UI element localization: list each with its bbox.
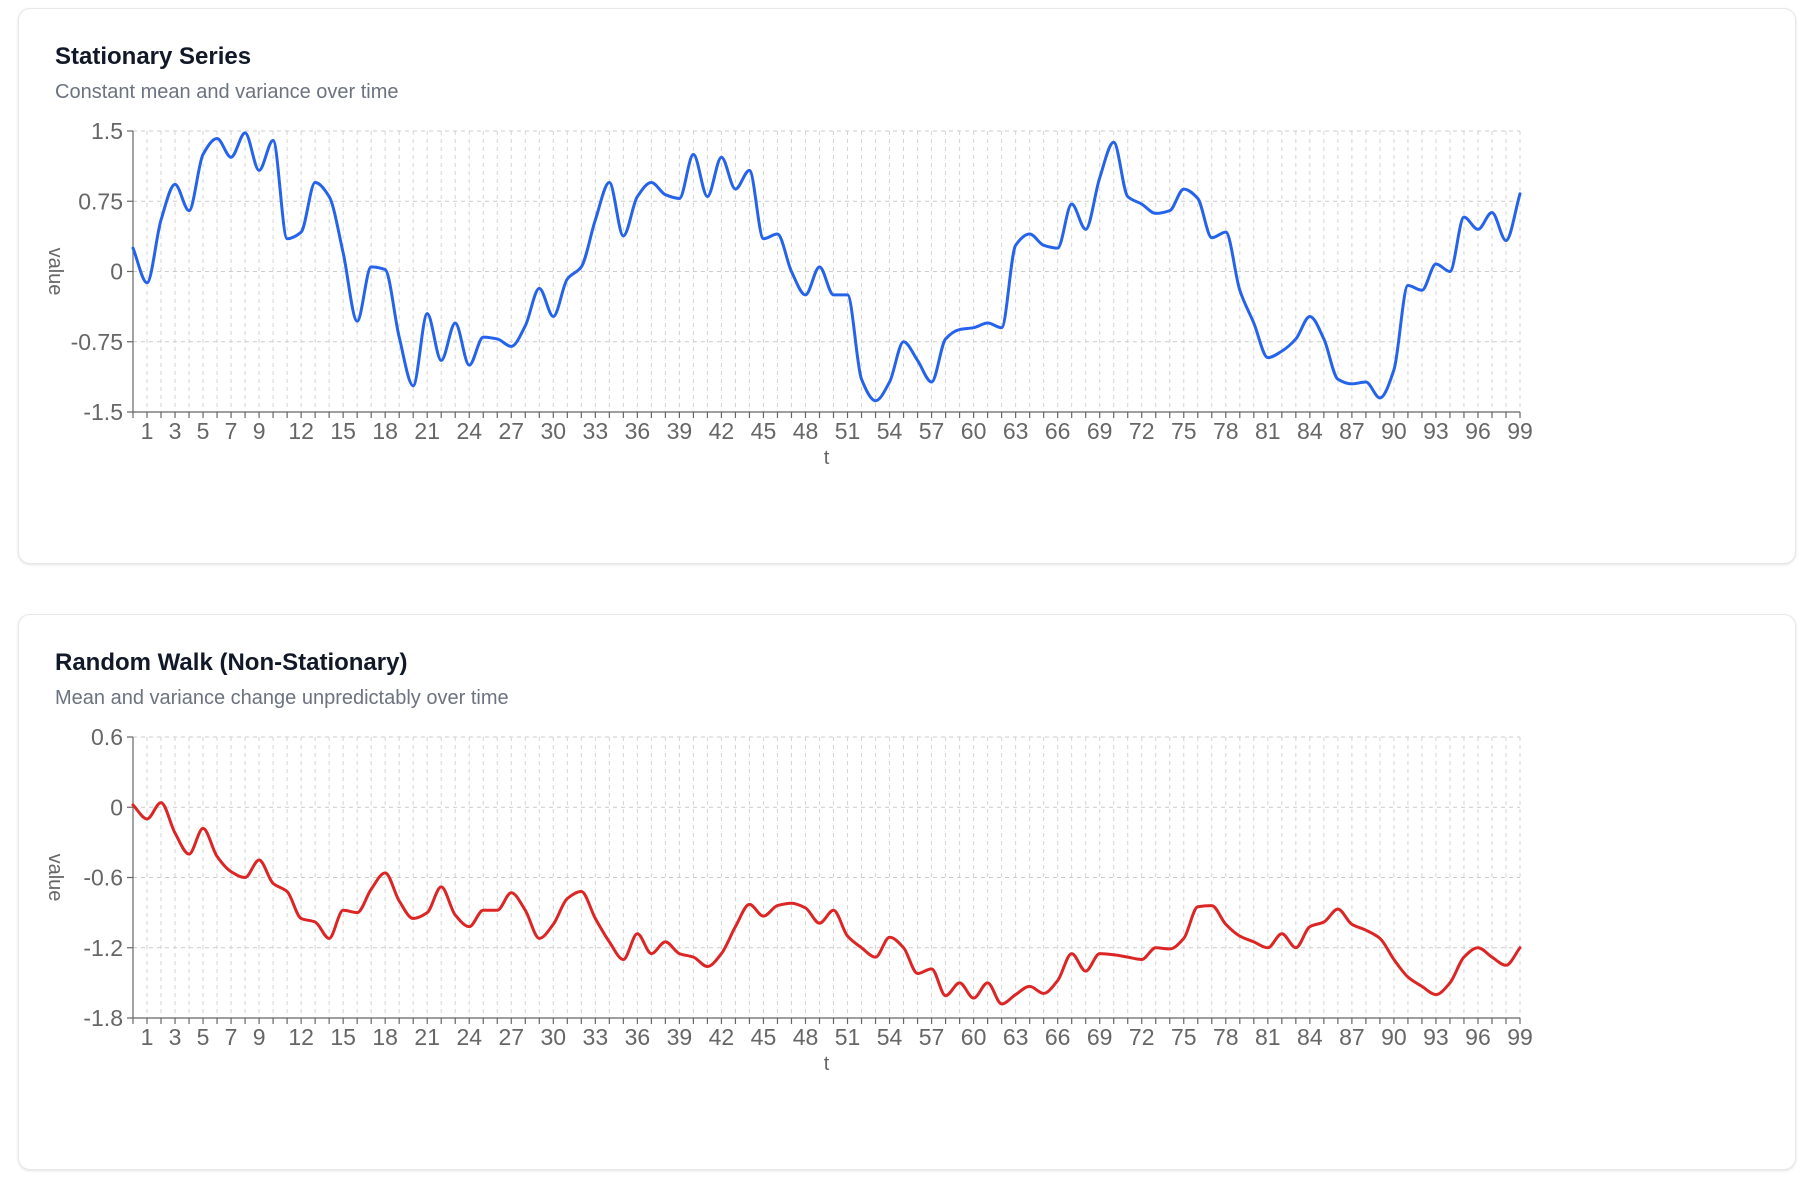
x-axis-title: t (824, 447, 830, 469)
y-tick-label: 0.6 (91, 724, 123, 750)
x-tick-label: 27 (498, 1024, 524, 1050)
y-tick-label: 1.5 (91, 118, 123, 144)
x-tick-label: 93 (1423, 418, 1449, 444)
x-tick-label: 30 (541, 418, 567, 444)
x-tick-label: 42 (709, 1024, 735, 1050)
x-tick-label: 93 (1423, 1024, 1449, 1050)
x-tick-label: 45 (751, 418, 777, 444)
x-tick-label: 99 (1507, 418, 1533, 444)
x-tick-label: 72 (1129, 1024, 1155, 1050)
x-tick-label: 60 (961, 1024, 987, 1050)
card-subtitle: Constant mean and variance over time (55, 81, 399, 103)
x-tick-label: 18 (372, 1024, 398, 1050)
x-tick-label: 96 (1465, 1024, 1491, 1050)
x-tick-label: 18 (372, 418, 398, 444)
y-axis-title: value (44, 248, 66, 296)
y-tick-label: -1.8 (83, 1005, 123, 1031)
x-tick-label: 69 (1087, 418, 1113, 444)
y-tick-label: -1.5 (83, 399, 123, 425)
x-tick-label: 78 (1213, 418, 1239, 444)
x-axis-title: t (824, 1053, 830, 1075)
card-title: Stationary Series (55, 43, 252, 70)
x-tick-label: 51 (835, 418, 861, 444)
x-tick-label: 63 (1003, 1024, 1029, 1050)
x-tick-label: 15 (330, 1024, 356, 1050)
x-tick-label: 57 (919, 418, 945, 444)
grid-lines (132, 736, 1521, 1019)
x-tick-label: 5 (197, 1024, 210, 1050)
stationary-series-card: Stationary Series Constant mean and vari… (18, 8, 1796, 564)
x-tick-label: 7 (225, 1024, 238, 1050)
x-tick-label: 66 (1045, 1024, 1071, 1050)
x-tick-label: 30 (541, 1024, 567, 1050)
x-tick-label: 54 (877, 1024, 903, 1050)
x-tick-label: 3 (169, 1024, 182, 1050)
x-tick-label: 21 (414, 418, 440, 444)
y-axis-title: value (44, 854, 66, 902)
x-tick-label: 60 (961, 418, 987, 444)
x-tick-label: 81 (1255, 418, 1281, 444)
x-tick-label: 87 (1339, 1024, 1365, 1050)
x-tick-label: 51 (835, 1024, 861, 1050)
series-line (131, 131, 1522, 403)
y-tick-label: -0.75 (71, 329, 123, 355)
x-tick-label: 78 (1213, 1024, 1239, 1050)
x-tick-label: 90 (1381, 418, 1407, 444)
x-tick-label: 24 (456, 1024, 482, 1050)
x-tick-label: 15 (330, 418, 356, 444)
x-tick-label: 9 (253, 1024, 266, 1050)
card-title: Random Walk (Non-Stationary) (55, 649, 408, 676)
stationary-line-chart: 1.50.750-0.75-1.51 3 5 7 9 12 15 18 21 24 27 30 33 36… (44, 118, 1533, 469)
random-walk-line-chart: 0.60-0.6-1.2-1.81 3 5 7 9 12 15 18 21 24 27 30 33 36 3… (44, 724, 1533, 1075)
x-tick-label: 42 (709, 418, 735, 444)
x-tick-label: 63 (1003, 418, 1029, 444)
x-tick-label: 39 (667, 418, 693, 444)
y-tick-label: -1.2 (83, 935, 123, 961)
x-tick-label: 66 (1045, 418, 1071, 444)
x-tick-label: 72 (1129, 418, 1155, 444)
x-tick-label: 48 (793, 1024, 819, 1050)
x-tick-label: 69 (1087, 1024, 1113, 1050)
x-tick-label: 54 (877, 418, 903, 444)
x-tick-label: 75 (1171, 418, 1197, 444)
x-tick-label: 99 (1507, 1024, 1533, 1050)
x-tick-label: 12 (288, 1024, 314, 1050)
y-tick-label: 0 (110, 794, 123, 820)
x-tick-label: 48 (793, 418, 819, 444)
x-tick-label: 33 (583, 1024, 609, 1050)
x-tick-label: 27 (498, 418, 524, 444)
x-tick-label: 33 (583, 418, 609, 444)
x-tick-label: 21 (414, 1024, 440, 1050)
x-tick-label: 39 (667, 1024, 693, 1050)
y-tick-label: 0.75 (78, 188, 123, 214)
x-tick-label: 45 (751, 1024, 777, 1050)
x-tick-label: 3 (169, 418, 182, 444)
random-walk-card: Random Walk (Non-Stationary) Mean and va… (18, 614, 1796, 1170)
x-tick-label: 36 (625, 1024, 651, 1050)
x-tick-label: 7 (225, 418, 238, 444)
x-tick-label: 36 (625, 418, 651, 444)
y-tick-label: 0 (110, 259, 123, 285)
y-tick-label: -0.6 (83, 865, 123, 891)
x-tick-label: 5 (197, 418, 210, 444)
x-tick-label: 84 (1297, 1024, 1323, 1050)
x-tick-label: 9 (253, 418, 266, 444)
x-tick-label: 75 (1171, 1024, 1197, 1050)
x-tick-label: 1 (141, 418, 154, 444)
x-tick-label: 96 (1465, 418, 1491, 444)
x-tick-label: 12 (288, 418, 314, 444)
x-tick-label: 90 (1381, 1024, 1407, 1050)
series-line (131, 801, 1522, 1006)
grid-lines (132, 130, 1521, 413)
x-tick-label: 24 (456, 418, 482, 444)
card-subtitle: Mean and variance change unpredictably o… (55, 687, 509, 709)
x-tick-label: 84 (1297, 418, 1323, 444)
x-tick-label: 1 (141, 1024, 154, 1050)
x-tick-label: 87 (1339, 418, 1365, 444)
x-tick-label: 57 (919, 1024, 945, 1050)
x-tick-label: 81 (1255, 1024, 1281, 1050)
